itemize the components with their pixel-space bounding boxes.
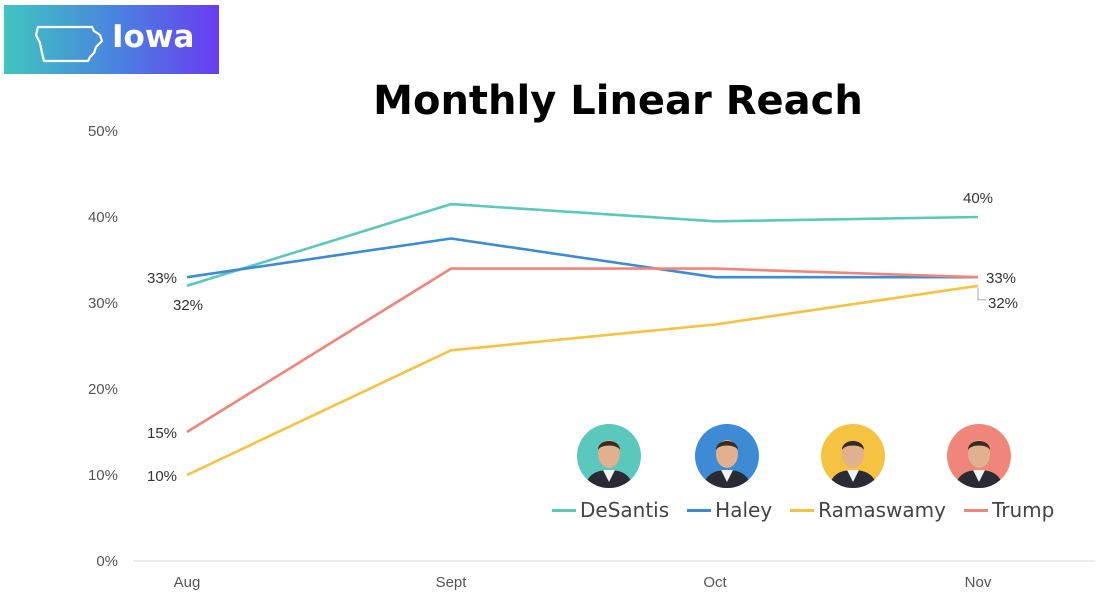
series-line-ramaswamy — [186, 284, 979, 477]
legend-swatch — [790, 508, 815, 512]
avatar-haley — [695, 424, 759, 488]
data-label: 33% — [986, 270, 1016, 287]
legend-swatch — [963, 508, 988, 512]
chart-legend: DeSantis Haley Ramaswamy Trump — [552, 498, 1054, 522]
y-tick-label: 50% — [88, 123, 118, 140]
avatar-desantis — [577, 424, 641, 488]
y-tick-label: 20% — [88, 381, 118, 398]
legend-item-trump: Trump — [963, 498, 1055, 522]
legend-swatch — [552, 508, 576, 512]
x-tick-label: Sept — [436, 574, 468, 591]
data-label-leader — [977, 287, 986, 301]
y-tick-label: 30% — [88, 295, 118, 312]
data-label: 33% — [147, 270, 177, 287]
legend-item-desantis: DeSantis — [552, 498, 669, 522]
x-tick-label: Oct — [703, 574, 727, 591]
data-label: 10% — [147, 468, 177, 485]
avatar-ramaswamy — [821, 424, 885, 488]
y-tick-label: 40% — [88, 209, 118, 226]
x-tick-label: Aug — [174, 574, 201, 591]
data-label: 32% — [988, 295, 1018, 312]
iowa-state-outline-icon — [34, 25, 104, 63]
y-tick-label: 10% — [88, 467, 118, 484]
data-label: 32% — [173, 297, 203, 314]
legend-item-ramaswamy: Ramaswamy — [790, 498, 946, 522]
x-tick-label: Nov — [965, 574, 992, 591]
data-label: 40% — [963, 190, 993, 207]
state-label: Iowa — [112, 19, 195, 55]
legend-label: Trump — [991, 498, 1055, 522]
series-line-trump — [186, 267, 979, 434]
legend-label: Haley — [715, 498, 773, 522]
series-line-haley — [186, 237, 978, 279]
y-tick-label: 0% — [96, 553, 118, 570]
state-badge: Iowa — [4, 5, 219, 74]
avatar-trump — [947, 424, 1011, 488]
legend-label: Ramaswamy — [818, 498, 946, 522]
legend-label: DeSantis — [580, 498, 670, 522]
data-label: 15% — [147, 425, 177, 442]
legend-swatch — [687, 508, 712, 512]
legend-item-haley: Haley — [687, 498, 772, 522]
chart-title: Monthly Linear Reach — [373, 78, 863, 124]
series-line-desantis — [186, 202, 979, 288]
